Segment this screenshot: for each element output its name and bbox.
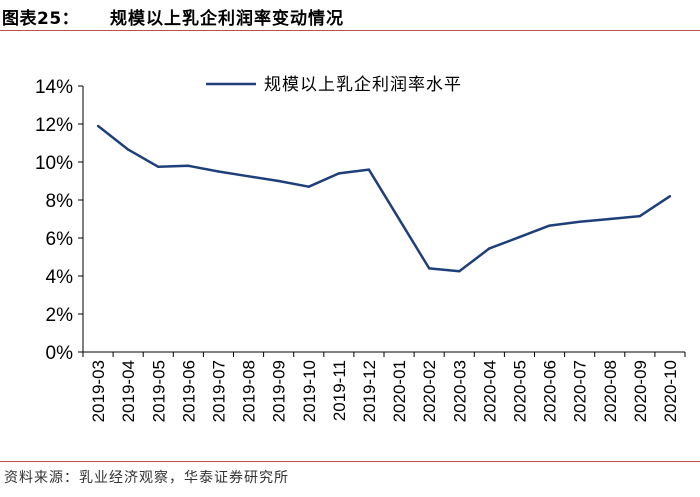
footer-rule — [0, 461, 700, 462]
x-tick-label: 2019-07 — [209, 360, 228, 422]
x-tick-label: 2019-06 — [179, 360, 198, 422]
data-point — [96, 124, 100, 128]
data-point — [578, 220, 581, 224]
data-point — [427, 267, 431, 270]
x-tick-label: 2020-06 — [541, 360, 560, 422]
x-tick-label: 2019-11 — [330, 360, 349, 421]
data-point — [307, 185, 310, 188]
data-point — [367, 168, 371, 171]
legend-label: 规模以上乳企利润率水平 — [264, 75, 462, 95]
x-tick-label: 2020-05 — [510, 360, 529, 422]
x-tick-label: 2019-09 — [270, 360, 289, 422]
data-point — [217, 170, 220, 173]
x-tick-label: 2020-07 — [571, 360, 590, 422]
line-chart: 0% 2% 4% 6% 8% 10% 12% 14% 2019-03 2019-04 2019-05… — [35, 75, 686, 422]
source-note: 资料来源：乳业经济观察，华泰证券研究所 — [4, 470, 289, 486]
x-tick-label: 2020-10 — [661, 360, 680, 422]
x-tick-label: 2019-05 — [149, 360, 168, 422]
y-tick-label: 12% — [35, 115, 73, 136]
x-tick-label: 2020-08 — [601, 360, 620, 422]
x-tick-label: 2020-01 — [390, 360, 409, 422]
x-tick-label: 2020-03 — [450, 360, 469, 422]
data-point — [668, 195, 672, 198]
series-line — [97, 124, 671, 273]
x-tick-label: 2020-09 — [631, 360, 650, 422]
x-tick-label: 2019-04 — [119, 360, 138, 422]
x-tick-label: 2020-02 — [420, 360, 439, 422]
x-tick-label: 2019-10 — [300, 360, 319, 422]
x-tick-label: 2019-12 — [360, 360, 379, 422]
y-tick-label: 2% — [46, 305, 74, 326]
x-tick-label: 2019-03 — [89, 360, 108, 422]
data-point — [126, 148, 130, 151]
y-tick-label: 14% — [35, 77, 73, 98]
y-tick-label: 4% — [46, 267, 74, 288]
header-rule — [0, 30, 700, 31]
figure-title: 规模以上乳企利润率变动情况 — [110, 9, 344, 29]
data-point — [458, 270, 461, 273]
data-point — [638, 214, 642, 218]
y-tick-label: 8% — [46, 191, 74, 212]
y-tick-label: 10% — [35, 153, 73, 174]
data-point — [277, 179, 280, 183]
y-tick-label: 0% — [46, 343, 74, 364]
figure-header: 图表25： 规模以上乳企利润率变动情况 — [0, 0, 700, 34]
y-tick-label: 6% — [46, 229, 74, 250]
figure-label: 图表25： — [2, 9, 80, 29]
data-point — [518, 235, 521, 239]
data-point — [488, 247, 491, 250]
data-point — [337, 172, 341, 175]
data-point — [157, 165, 160, 168]
data-point — [608, 217, 611, 221]
x-tick-label: 2019-08 — [240, 360, 259, 422]
data-point — [187, 164, 190, 167]
x-tick-label: 2020-04 — [480, 360, 499, 422]
data-point — [548, 224, 551, 227]
data-point — [247, 175, 250, 178]
